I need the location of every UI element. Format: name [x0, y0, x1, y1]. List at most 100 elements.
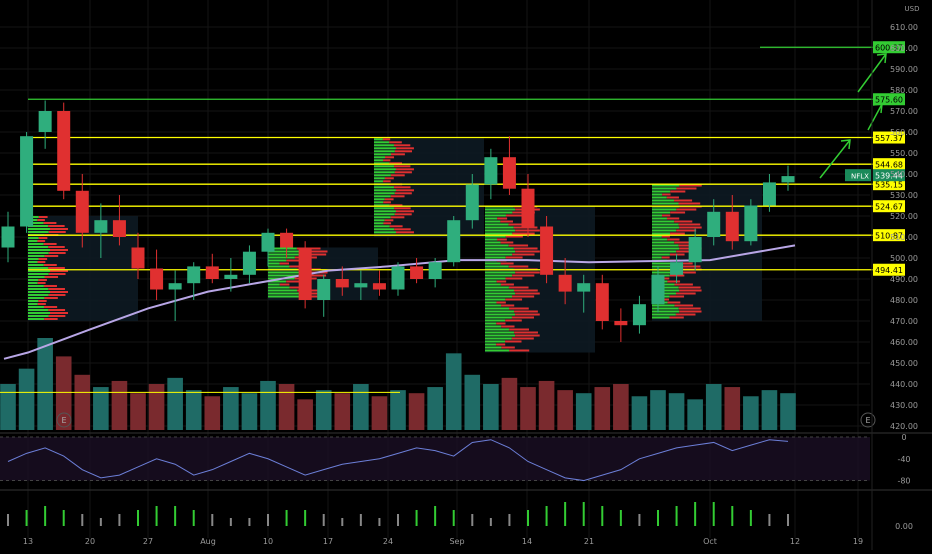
level-label: 557.37 — [875, 134, 903, 143]
x-tick-label: 10 — [263, 537, 273, 546]
candle-body — [298, 247, 312, 300]
profile-bar-down — [515, 334, 540, 337]
profile-bar-down — [49, 291, 68, 293]
profile-bar-down — [48, 288, 65, 290]
profile-bar-up — [485, 316, 512, 319]
profile-bar-down — [389, 204, 403, 207]
profile-bar-down — [394, 228, 411, 231]
profile-bar-down — [676, 271, 696, 274]
volume-bar — [631, 396, 648, 430]
volume-bar — [724, 387, 741, 430]
profile-bar-up — [485, 232, 513, 235]
profile-bar-up — [485, 253, 513, 256]
momentum-bar — [322, 514, 325, 526]
momentum-bar — [452, 510, 455, 526]
profile-bar-up — [374, 150, 395, 153]
profile-bar-down — [43, 222, 57, 224]
profile-bar-down — [675, 313, 696, 316]
profile-bar-up — [485, 313, 516, 316]
y-tick-label: 580.00 — [890, 86, 918, 95]
price-levels: 600.37 575.60 557.37 544.68 535.15 524.67 510.… — [28, 41, 905, 276]
candle-body — [614, 321, 628, 326]
volume-bar — [761, 390, 778, 430]
profile-bar-up — [485, 349, 510, 352]
profile-bar-up — [28, 276, 45, 278]
profile-bar-down — [667, 301, 681, 304]
level-label: 524.67 — [875, 203, 903, 212]
candles — [1, 100, 795, 342]
profile-bar-down — [394, 213, 412, 216]
rsi-band — [0, 437, 870, 481]
profile-bar-down — [669, 253, 685, 256]
profile-bar-down — [661, 277, 670, 280]
profile-bar-down — [670, 211, 686, 214]
y-tick-label: 440.00 — [890, 380, 918, 389]
profile-bar-down — [661, 256, 670, 259]
profile-bar-down — [49, 228, 68, 230]
profile-bar-down — [300, 253, 327, 256]
profile-bar-up — [485, 220, 501, 223]
x-tick-label: Sep — [449, 537, 464, 546]
profile-bar-up — [374, 225, 390, 228]
profile-bar-up — [485, 262, 501, 265]
profile-bar-up — [374, 204, 390, 207]
profile-bar-down — [37, 261, 46, 263]
profile-bar-down — [501, 325, 515, 328]
profile-bar-up — [28, 270, 50, 272]
last-price-label: 539.44 — [875, 172, 903, 181]
candle-body — [372, 283, 386, 290]
volume-bar — [743, 396, 759, 430]
profile-bar-up — [268, 283, 280, 286]
profile-bar-down — [49, 249, 68, 251]
momentum-bar — [229, 518, 232, 526]
candle-body — [242, 251, 256, 275]
profile-bar-down — [674, 304, 694, 307]
momentum-bar — [471, 514, 474, 526]
momentum-bar — [768, 514, 771, 526]
profile-bar-up — [374, 159, 384, 162]
profile-bar-down — [395, 231, 414, 234]
profile-bar-down — [509, 328, 529, 331]
profile-bar-up — [652, 229, 677, 232]
y-tick-label: 540.00 — [890, 170, 918, 179]
profile-bar-down — [382, 138, 391, 141]
momentum-bar — [749, 510, 752, 526]
level-label: 575.60 — [875, 96, 903, 105]
profile-bar-down — [676, 208, 697, 211]
level-label-bg — [873, 229, 905, 242]
x-tick-label: Oct — [703, 537, 717, 546]
profile-bar-down — [679, 184, 702, 187]
momentum-bar — [25, 510, 28, 526]
profile-bar-up — [485, 280, 497, 283]
profile-bar-up — [374, 165, 395, 168]
candle-body — [502, 157, 516, 189]
profile-bar-down — [514, 310, 538, 313]
profile-bar-up — [485, 229, 516, 232]
profile-bar-down — [44, 255, 59, 257]
profile-bar-up — [374, 144, 394, 147]
profile-bar-down — [395, 189, 414, 192]
profile-bar-down — [394, 171, 412, 174]
candle-body — [744, 205, 758, 242]
profile-bar-up — [652, 238, 668, 241]
candle-body — [335, 279, 349, 288]
volume-bar — [55, 356, 72, 430]
y-tick-label: 610.00 — [890, 23, 918, 32]
profile-bar-up — [28, 285, 44, 287]
profile-bar-down — [678, 265, 701, 268]
profile-bar-down — [43, 285, 57, 287]
momentum-bar — [341, 518, 344, 526]
profile-bar-up — [374, 192, 395, 195]
volume-bar — [185, 390, 202, 430]
profile-bar-down — [669, 295, 685, 298]
momentum-bar — [564, 502, 567, 526]
volume-bar — [111, 380, 128, 430]
profile-bar-up — [28, 258, 39, 260]
earnings-marker — [860, 412, 876, 428]
profile-bar-up — [652, 208, 677, 211]
volume-bar — [167, 377, 183, 430]
projection-arrowhead — [872, 103, 883, 114]
candle-body — [632, 304, 646, 326]
profile-bar-up — [485, 265, 509, 268]
